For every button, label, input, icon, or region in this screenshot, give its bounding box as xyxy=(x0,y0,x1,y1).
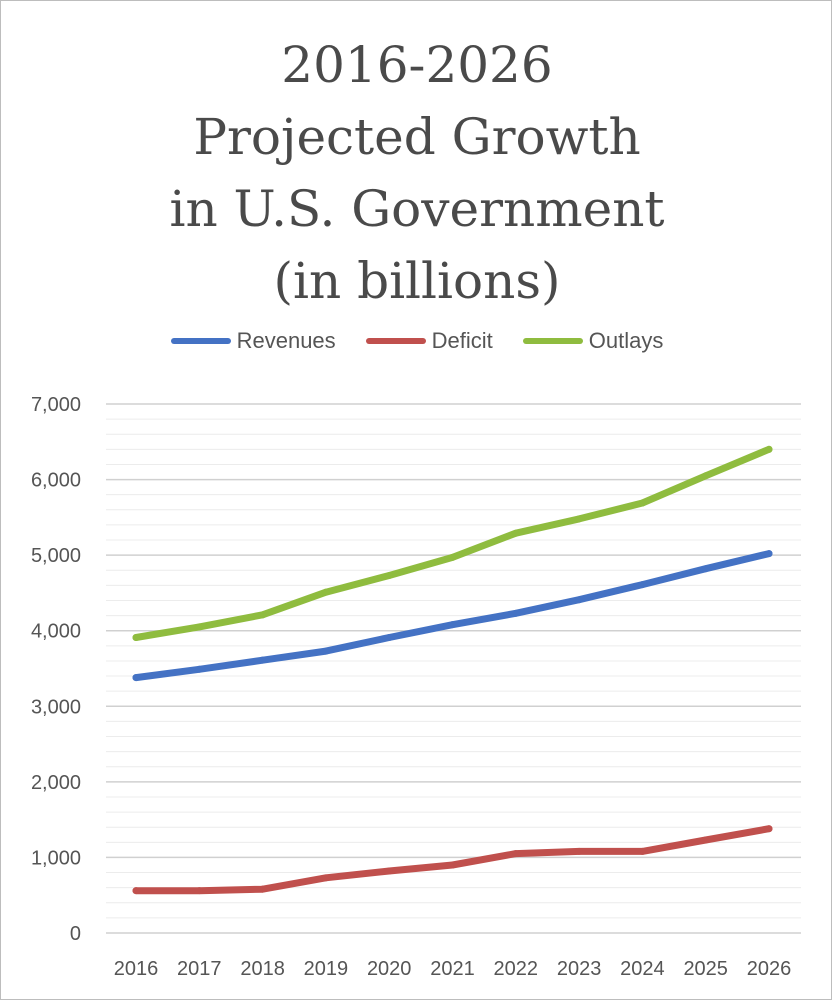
data-point-revenues xyxy=(385,634,393,642)
data-point-outlays xyxy=(449,553,456,561)
legend-swatch-deficit xyxy=(365,338,426,344)
legend-label-outlays: Outlays xyxy=(588,328,664,353)
legend-swatch-outlays xyxy=(522,338,583,344)
data-point-revenues xyxy=(132,674,140,682)
chart-title-line-2: Projected Growth xyxy=(193,108,641,166)
x-tick-label: 2022 xyxy=(494,958,539,980)
x-tick-label: 2024 xyxy=(620,958,665,980)
data-point-revenues xyxy=(575,596,583,604)
chart-title-line-1: 2016-2026 xyxy=(281,36,553,94)
y-tick-label: 2,000 xyxy=(31,772,81,794)
x-tick-label: 2020 xyxy=(367,958,412,980)
data-point-outlays xyxy=(765,445,773,453)
y-tick-label: 4,000 xyxy=(31,621,81,643)
x-tick-label: 2016 xyxy=(114,958,159,980)
data-point-deficit xyxy=(638,847,646,855)
legend-swatch-revenues xyxy=(170,338,231,344)
x-tick-label: 2017 xyxy=(177,958,222,980)
x-tick-label: 2018 xyxy=(240,958,285,980)
x-tick-label: 2025 xyxy=(683,958,728,980)
data-point-deficit xyxy=(765,825,773,833)
data-point-deficit xyxy=(702,836,710,844)
data-point-deficit xyxy=(575,847,583,855)
chart-title-line-4: (in billions) xyxy=(273,252,561,310)
data-point-outlays xyxy=(512,529,520,537)
chart-title-line-3: in U.S. Government xyxy=(169,180,665,238)
data-point-revenues xyxy=(259,656,267,664)
y-tick-label: 5,000 xyxy=(31,545,81,567)
data-point-revenues xyxy=(449,621,456,629)
chart-legend: Revenues Deficit Outlays xyxy=(1,328,832,354)
data-point-revenues xyxy=(702,565,710,573)
data-point-outlays xyxy=(638,499,646,507)
data-point-deficit xyxy=(132,887,140,895)
legend-item-outlays: Outlays xyxy=(522,328,664,354)
data-point-revenues xyxy=(765,550,773,558)
data-point-outlays xyxy=(385,572,393,580)
data-point-outlays xyxy=(702,472,710,480)
legend-item-deficit: Deficit xyxy=(365,328,493,354)
data-point-revenues xyxy=(638,581,646,589)
x-tick-label: 2019 xyxy=(304,958,349,980)
data-point-revenues xyxy=(322,647,330,655)
data-point-deficit xyxy=(322,874,330,882)
data-point-revenues xyxy=(195,665,203,673)
data-point-revenues xyxy=(512,609,520,617)
legend-item-revenues: Revenues xyxy=(170,328,336,354)
chart-title: 2016-2026 Projected Growth in U.S. Gover… xyxy=(1,29,832,317)
y-tick-label: 6,000 xyxy=(31,470,81,492)
legend-label-revenues: Revenues xyxy=(236,328,336,353)
data-point-outlays xyxy=(322,588,330,596)
data-point-deficit xyxy=(385,867,393,875)
data-point-deficit xyxy=(512,850,520,858)
data-point-outlays xyxy=(575,515,583,523)
series-line-deficit xyxy=(132,825,773,895)
data-point-deficit xyxy=(259,885,267,893)
x-tick-label: 2023 xyxy=(557,958,602,980)
y-tick-label: 0 xyxy=(70,923,81,945)
data-point-outlays xyxy=(132,634,140,642)
x-tick-label: 2021 xyxy=(430,958,475,980)
y-tick-label: 7,000 xyxy=(31,394,81,416)
y-tick-label: 1,000 xyxy=(31,847,81,869)
data-point-outlays xyxy=(259,611,267,619)
x-tick-label: 2026 xyxy=(747,958,792,980)
data-point-outlays xyxy=(195,623,203,631)
data-point-deficit xyxy=(195,887,203,895)
data-point-deficit xyxy=(449,861,456,869)
legend-label-deficit: Deficit xyxy=(431,328,493,353)
y-tick-label: 3,000 xyxy=(31,696,81,718)
series-line-outlays xyxy=(132,445,773,641)
